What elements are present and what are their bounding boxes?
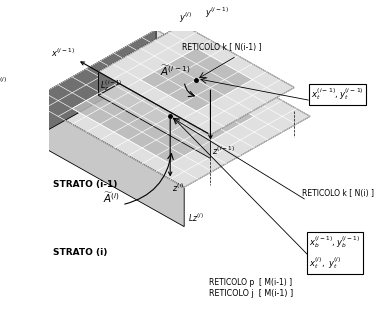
Polygon shape — [30, 100, 184, 227]
Polygon shape — [72, 61, 254, 164]
Text: STRATO (i-1): STRATO (i-1) — [53, 180, 117, 189]
Text: $L_z^{(i-1)}$: $L_z^{(i-1)}$ — [100, 78, 122, 93]
Polygon shape — [140, 48, 252, 111]
Text: RETICOLO j  [ M(i-1) ]: RETICOLO j [ M(i-1) ] — [209, 289, 293, 298]
Text: RETICOLO k [ N(i-1) ]: RETICOLO k [ N(i-1) ] — [182, 43, 261, 52]
Text: $x_b^{(i-1)}, y_b^{(i-1)}$
$x_t^{(i)},\ y_t^{(i)}$: $x_b^{(i-1)}, y_b^{(i-1)}$ $x_t^{(i)},\ … — [309, 235, 361, 271]
Polygon shape — [30, 30, 156, 140]
Polygon shape — [30, 30, 310, 187]
Text: $y^{(i-1)}$: $y^{(i-1)}$ — [205, 5, 230, 20]
Text: $x^{(i)}$: $x^{(i)}$ — [0, 76, 7, 88]
Text: $\widetilde{A}^{(i-1)}$: $\widetilde{A}^{(i-1)}$ — [160, 63, 191, 78]
Text: STRATO (i): STRATO (i) — [53, 247, 107, 257]
Text: RETICOLO k [ N(i) ]: RETICOLO k [ N(i) ] — [302, 189, 374, 198]
Text: RETICOLO p  [ M(i-1) ]: RETICOLO p [ M(i-1) ] — [209, 278, 292, 287]
Text: $\widetilde{A}^{(i)}$: $\widetilde{A}^{(i)}$ — [103, 190, 120, 205]
Polygon shape — [98, 24, 294, 135]
Text: $x_t^{(i-1)}, y_t^{(i-1)}$: $x_t^{(i-1)}, y_t^{(i-1)}$ — [311, 87, 364, 102]
Text: $z^{(i)}$: $z^{(i)}$ — [172, 181, 184, 193]
Polygon shape — [98, 72, 210, 158]
Text: $y^{(i)}$: $y^{(i)}$ — [179, 11, 192, 25]
Text: $x^{(i-1)}$: $x^{(i-1)}$ — [51, 47, 76, 59]
Text: $z^{(i-1)}$: $z^{(i-1)}$ — [212, 144, 236, 157]
Polygon shape — [98, 24, 182, 95]
Text: $Lz^{(i)}$: $Lz^{(i)}$ — [188, 211, 203, 224]
